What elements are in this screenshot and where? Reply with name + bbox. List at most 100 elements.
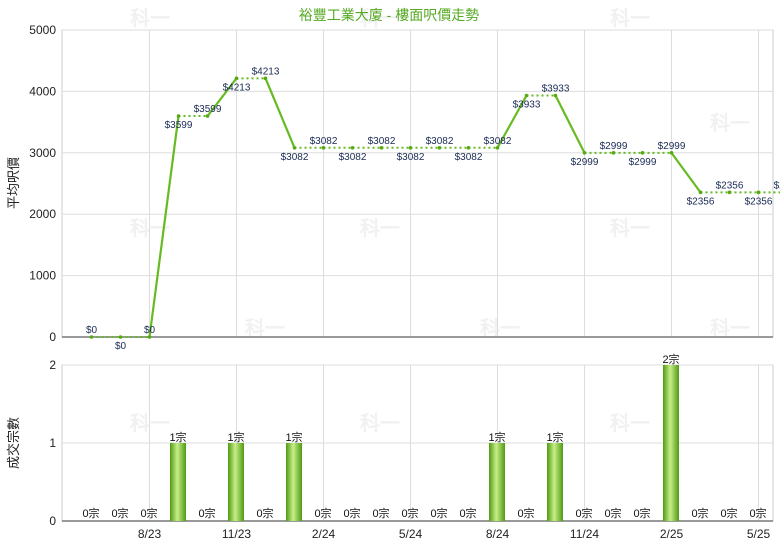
volume-y-tick-label: 0 bbox=[49, 514, 56, 528]
volume-bar-label: 0宗 bbox=[604, 506, 621, 520]
volume-bar-label: 1宗 bbox=[546, 430, 563, 444]
price-point-label: $3599 bbox=[194, 104, 222, 115]
price-line-segment bbox=[206, 77, 238, 117]
price-y-tick-label: 5000 bbox=[29, 23, 56, 37]
volume-bar-label: 0宗 bbox=[720, 506, 737, 520]
volume-bar-label: 0宗 bbox=[256, 506, 273, 520]
price-point bbox=[756, 190, 761, 195]
watermark-text: 科一 bbox=[610, 6, 650, 30]
price-y-tick-label: 4000 bbox=[29, 84, 56, 98]
price-point bbox=[89, 335, 94, 339]
volume-bar-label: 0宗 bbox=[314, 506, 331, 520]
price-point-label: $3082 bbox=[310, 136, 338, 147]
price-point-label: $3082 bbox=[397, 152, 425, 163]
price-panel-grid bbox=[61, 29, 774, 338]
price-point-label: $3082 bbox=[281, 152, 309, 163]
price-line-segment bbox=[264, 77, 296, 149]
price-point-label: $2356 bbox=[716, 180, 744, 191]
watermark-text: 科一 bbox=[360, 6, 400, 30]
price-point-label: $4213 bbox=[252, 66, 280, 77]
watermark-text: 科一 bbox=[610, 216, 650, 240]
volume-bar bbox=[286, 443, 302, 521]
volume-bar-label: 0宗 bbox=[633, 506, 650, 520]
price-point bbox=[727, 190, 732, 195]
volume-bar-label: 2宗 bbox=[662, 352, 679, 366]
price-point-label: $3082 bbox=[455, 152, 483, 163]
price-point-label: $2356 bbox=[745, 196, 773, 207]
price-point-label: $3599 bbox=[165, 120, 193, 131]
x-tick-label: 2/25 bbox=[660, 527, 684, 541]
price-point bbox=[379, 145, 384, 150]
price-line-segment bbox=[148, 115, 180, 338]
volume-bar-label: 1宗 bbox=[488, 430, 505, 444]
volume-bar-label: 0宗 bbox=[575, 506, 592, 520]
volume-bar-label: 0宗 bbox=[430, 506, 447, 520]
price-point-label: $2999 bbox=[658, 141, 686, 152]
volume-y-tick-label: 2 bbox=[49, 358, 56, 372]
price-point-label: $2356 bbox=[687, 196, 715, 207]
price-point bbox=[495, 145, 500, 150]
price-line-segment bbox=[670, 152, 702, 193]
volume-bar-label: 0宗 bbox=[749, 506, 766, 520]
price-point-label: $3082 bbox=[368, 136, 396, 147]
x-tick-label: 11/24 bbox=[570, 527, 599, 541]
price-point-label: $2999 bbox=[571, 157, 599, 168]
x-tick-label: 5/25 bbox=[747, 527, 771, 541]
x-tick-label: 11/23 bbox=[222, 527, 251, 541]
volume-bar-label: 0宗 bbox=[459, 506, 476, 520]
watermark-text: 科一 bbox=[130, 6, 170, 30]
price-point bbox=[263, 76, 268, 81]
price-point bbox=[147, 335, 152, 339]
volume-bar-label: 0宗 bbox=[343, 506, 360, 520]
watermark-text: 科一 bbox=[610, 411, 650, 435]
volume-bar bbox=[489, 443, 505, 521]
price-point-label: $0 bbox=[115, 341, 127, 352]
volume-y-axis-label: 成交宗數 bbox=[6, 417, 21, 469]
x-tick-label: 5/24 bbox=[399, 527, 423, 541]
volume-bar bbox=[170, 443, 186, 521]
x-tick-label: 8/23 bbox=[138, 527, 162, 541]
price-point-label: $3933 bbox=[542, 84, 570, 95]
volume-bar-label: 0宗 bbox=[372, 506, 389, 520]
price-point-label: $3082 bbox=[426, 136, 454, 147]
price-point-label: $2999 bbox=[629, 157, 657, 168]
volume-bar-label: 1宗 bbox=[227, 430, 244, 444]
price-y-axis-label: 平均呎價 bbox=[6, 157, 21, 209]
price-point bbox=[611, 151, 616, 155]
price-point bbox=[524, 93, 529, 98]
volume-bar-label: 0宗 bbox=[82, 506, 99, 520]
price-line-segment bbox=[496, 94, 528, 149]
price-point bbox=[205, 114, 210, 118]
volume-bar-label: 0宗 bbox=[198, 506, 215, 520]
price-y-tick-label: 3000 bbox=[29, 146, 56, 160]
price-point-label: $2356 bbox=[774, 180, 780, 191]
volume-bar-label: 0宗 bbox=[111, 506, 128, 520]
x-tick-label: 2/24 bbox=[312, 527, 336, 541]
price-point bbox=[350, 145, 355, 150]
chart-title: 裕豐工業大廈 - 樓面呎價走勢 bbox=[299, 7, 479, 23]
price-point bbox=[437, 145, 442, 150]
volume-bar-label: 0宗 bbox=[401, 506, 418, 520]
volume-bar-label: 0宗 bbox=[517, 506, 534, 520]
price-y-tick-label: 1000 bbox=[29, 269, 56, 283]
price-series: $0$0$0$3599$3599$4213$4213$3082$3082$308… bbox=[86, 66, 780, 352]
price-y-tick-label: 0 bbox=[49, 330, 56, 344]
volume-bar-label: 0宗 bbox=[140, 506, 157, 520]
price-point bbox=[321, 145, 326, 150]
watermark-text: 科一 bbox=[710, 111, 750, 135]
price-line-segment bbox=[554, 95, 586, 154]
volume-bar bbox=[663, 365, 679, 521]
volume-bar bbox=[228, 443, 244, 521]
price-point-label: $3082 bbox=[339, 152, 367, 163]
volume-bar-label: 0宗 bbox=[691, 506, 708, 520]
price-point bbox=[698, 190, 703, 195]
price-y-tick-label: 2000 bbox=[29, 207, 56, 221]
price-point-label: $2999 bbox=[600, 141, 628, 152]
price-point-label: $0 bbox=[144, 325, 156, 336]
price-point bbox=[553, 93, 558, 98]
price-point bbox=[582, 151, 587, 155]
watermark-text: 科一 bbox=[360, 411, 400, 435]
price-point bbox=[176, 114, 181, 118]
